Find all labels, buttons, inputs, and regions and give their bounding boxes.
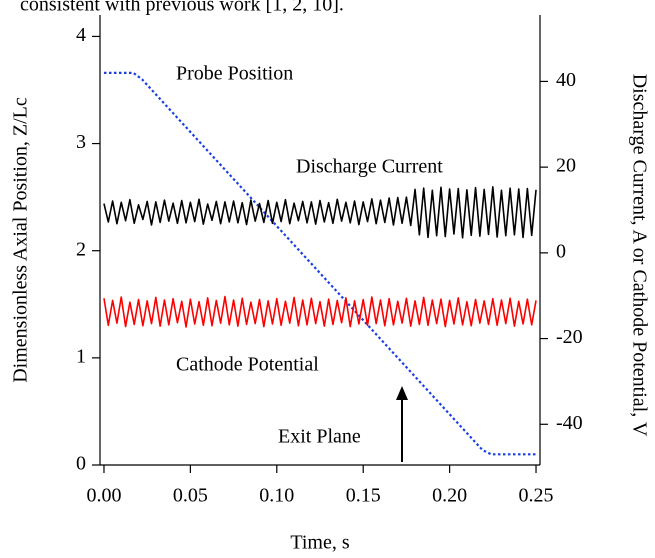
annotation: Probe Position (176, 63, 293, 85)
x-tick-label: 0.25 (519, 485, 554, 507)
y2-tick-label: -20 (556, 326, 583, 348)
x-tick-label: 0.00 (86, 485, 121, 507)
exit-plane-arrowhead (396, 386, 408, 400)
y2-tick-label: 20 (556, 155, 576, 177)
plot-area (103, 71, 537, 456)
x-tick-label: 0.05 (173, 485, 208, 507)
annotation: Discharge Current (296, 156, 443, 178)
y2-tick-label: 40 (556, 69, 576, 91)
annotation: Exit Plane (278, 426, 361, 448)
series-line (103, 295, 537, 328)
y2-tick-label: 0 (556, 240, 566, 262)
series-line (103, 71, 537, 456)
y-tick-label: 0 (76, 453, 86, 475)
y-tick-label: 4 (76, 24, 86, 46)
y2-tick-label: -40 (556, 412, 583, 434)
y-axis-label: Dimensionless Axial Position, Z/Lc (10, 97, 32, 383)
x-axis-label: Time, s (290, 532, 350, 554)
x-tick-label: 0.20 (432, 485, 467, 507)
y-tick-label: 3 (76, 131, 86, 153)
y2-axis-label: Discharge Current, A or Cathode Potentia… (628, 74, 650, 437)
y-tick-label: 1 (76, 345, 86, 367)
x-tick-label: 0.10 (259, 485, 294, 507)
annotation: Cathode Potential (176, 354, 319, 376)
page-text: consistent with previous work [1, 2, 10]… (20, 0, 344, 16)
x-tick-label: 0.15 (346, 485, 381, 507)
series-line (103, 186, 537, 239)
y-tick-label: 2 (76, 238, 86, 260)
